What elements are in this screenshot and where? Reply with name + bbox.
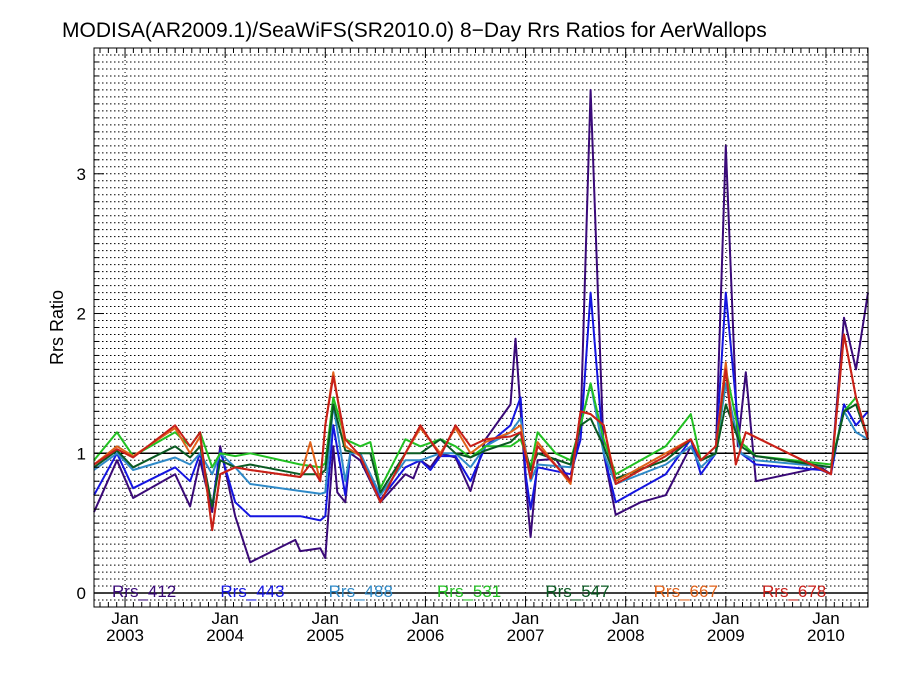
- series-line-rrs-412: [93, 88, 869, 564]
- legend-entry-rrs-488: Rrs_488: [329, 582, 393, 601]
- y-tick-label: 1: [77, 444, 86, 463]
- x-tick-label-year: 2007: [507, 626, 545, 645]
- legend: Rrs_412 Rrs_443 Rrs_488 Rrs_531 Rrs_547 Rrs_6…: [112, 582, 826, 601]
- x-tick-label-year: 2005: [306, 626, 344, 645]
- legend-entry-rrs-667: Rrs_667: [654, 582, 718, 601]
- series-line-rrs-547: [93, 403, 869, 508]
- x-tick-label-year: 2003: [106, 626, 144, 645]
- y-axis-label: Rrs Ratio: [47, 290, 67, 365]
- x-tick-label-month: Jan: [211, 609, 238, 628]
- dotted-grid: [94, 48, 868, 607]
- y-axis-ticks: 0 1 2 3: [77, 61, 868, 608]
- series-line-rrs-678: [93, 333, 869, 532]
- series-line-rrs-488: [93, 382, 869, 497]
- y-tick-label: 2: [77, 305, 86, 324]
- x-tick-label-month: Jan: [812, 609, 839, 628]
- chart-title: MODISA(AR2009.1)/SeaWiFS(SR2010.0) 8−Day…: [62, 19, 767, 42]
- x-tick-label-month: Jan: [512, 609, 539, 628]
- x-tick-label-month: Jan: [712, 609, 739, 628]
- y-tick-label: 0: [77, 584, 86, 603]
- x-tick-label-month: Jan: [612, 609, 639, 628]
- x-tick-label-month: Jan: [111, 609, 138, 628]
- x-tick-label-year: 2006: [407, 626, 445, 645]
- x-tick-label-year: 2004: [206, 626, 244, 645]
- x-tick-label-year: 2008: [607, 626, 645, 645]
- legend-entry-rrs-531: Rrs_531: [437, 582, 501, 601]
- x-axis-ticks: Jan2003Jan2004Jan2005Jan2006Jan2007Jan20…: [99, 48, 869, 645]
- legend-entry-rrs-678: Rrs_678: [762, 582, 826, 601]
- x-tick-label-month: Jan: [312, 609, 339, 628]
- legend-entry-rrs-547: Rrs_547: [545, 582, 609, 601]
- x-tick-label-year: 2010: [807, 626, 845, 645]
- x-tick-label-month: Jan: [412, 609, 439, 628]
- legend-entry-rrs-443: Rrs_443: [220, 582, 284, 601]
- x-tick-label-year: 2009: [707, 626, 745, 645]
- series-lines: [93, 88, 869, 564]
- series-line-rrs-443: [93, 291, 869, 522]
- legend-entry-rrs-412: Rrs_412: [112, 582, 176, 601]
- y-tick-label: 3: [77, 165, 86, 184]
